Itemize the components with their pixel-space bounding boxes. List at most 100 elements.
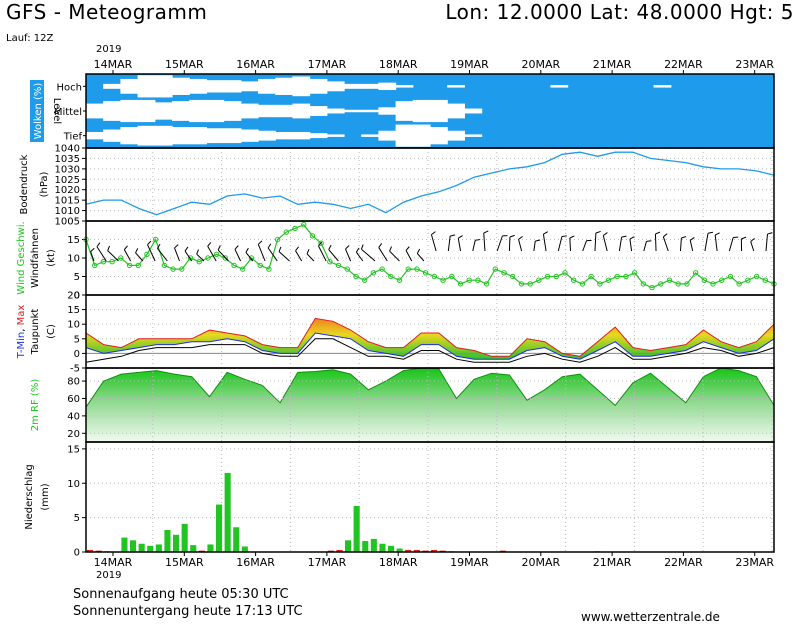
wind-point	[335, 262, 342, 269]
wind-barb	[317, 245, 327, 262]
cloud-cell	[120, 78, 139, 94]
wind-barb	[416, 253, 425, 262]
wind-barb	[569, 237, 572, 252]
wind-barb-flag	[603, 232, 608, 236]
wind-barb-flag	[135, 248, 139, 254]
wind-point	[396, 277, 403, 283]
wind-point	[309, 233, 316, 239]
wind-point	[414, 266, 420, 272]
wind-barb-flag	[207, 242, 212, 247]
wind-point	[640, 281, 647, 287]
cloud-cell	[344, 109, 362, 113]
humidity-ylabel: 2m RF (%)	[30, 379, 41, 432]
day-label-bottom: 18MAR	[379, 556, 418, 569]
wind-barb-flag	[378, 243, 383, 248]
wind-barb	[389, 250, 400, 262]
pressure-tick-label: 1025	[55, 175, 80, 186]
wind-point	[144, 251, 150, 258]
cloud-cell	[103, 129, 121, 142]
wind-point	[701, 277, 708, 283]
pressure-line	[85, 151, 775, 216]
year-bottom: 2019	[96, 570, 122, 581]
wind-point	[518, 281, 525, 287]
website-link[interactable]: www.wetterzentrale.de	[581, 610, 720, 624]
cloud-cell	[378, 107, 397, 115]
temperature-band	[86, 318, 774, 360]
wind-point	[544, 273, 551, 280]
day-label-bottom: 22MAR	[664, 556, 703, 569]
wind-barb	[618, 237, 623, 252]
wind-point	[440, 277, 446, 283]
wind-barb	[96, 246, 107, 262]
cloud-cell	[86, 131, 104, 140]
cloud-cell	[447, 103, 465, 119]
wind-barb-flag	[543, 231, 548, 235]
wind-barb	[245, 252, 254, 262]
precipitation-bar	[216, 504, 223, 552]
wind-point	[753, 273, 760, 280]
precipitation-bar	[147, 545, 154, 552]
precipitation-tick-label: 15	[67, 444, 80, 455]
wind-point	[457, 281, 464, 287]
precipitation-bar	[345, 540, 352, 552]
precipitation-bar	[190, 545, 197, 552]
wind-barb	[557, 236, 563, 252]
wind-point	[570, 277, 577, 283]
wind-barb	[582, 240, 587, 252]
day-label-top: 17MAR	[308, 58, 347, 71]
wind-barb	[278, 251, 290, 262]
wind-point	[727, 273, 734, 280]
precipitation-bar	[130, 540, 137, 552]
wind-point	[118, 255, 124, 261]
cloud-cell	[275, 77, 293, 95]
wind-barb-flag	[157, 243, 161, 249]
panel-frame	[85, 294, 775, 369]
precipitation-tick-label: 5	[74, 513, 80, 524]
cloud-cell	[103, 101, 121, 121]
wind-point	[449, 273, 455, 280]
cloud-cell	[223, 128, 242, 144]
wind-barb-flag	[389, 246, 393, 252]
cloud-cell	[172, 77, 190, 95]
wind-barb	[689, 240, 694, 252]
wind-point	[318, 240, 324, 246]
wind-barb	[457, 238, 462, 252]
day-label-bottom: 14MAR	[94, 556, 133, 569]
wind-barb-flag	[328, 244, 332, 250]
cloud-cell	[189, 127, 207, 145]
cloud-cell	[206, 80, 225, 93]
wind-barb-flag	[714, 232, 720, 236]
wind-point	[692, 270, 699, 276]
wind-barb	[361, 248, 376, 262]
wind-barb	[184, 250, 193, 262]
wind-point	[301, 222, 307, 228]
cloud-cell	[653, 85, 672, 88]
wind-barb-flag	[318, 241, 323, 247]
wind-barb	[355, 251, 364, 262]
wind-barb-flag	[750, 237, 755, 242]
precipitation-bar	[181, 523, 188, 552]
wind-barb-flag	[355, 247, 360, 253]
temperature-unit: (C)	[46, 324, 57, 339]
wind-barb	[765, 234, 768, 252]
wind-point	[388, 273, 394, 280]
cloud-cell	[258, 130, 276, 141]
wind-point	[257, 262, 263, 269]
tmin-line	[85, 332, 775, 360]
wind-barb-flag	[107, 245, 111, 251]
wind-barb-flag	[629, 236, 635, 240]
wind-point	[405, 266, 411, 272]
wind-unit: (kt)	[46, 249, 57, 267]
cloud-cell	[395, 124, 414, 147]
wind-tick-label: 15	[67, 235, 80, 246]
humidity-tick-label: 40	[67, 411, 80, 422]
wind-barb	[629, 239, 633, 252]
wind-point	[152, 236, 159, 243]
wind-barb	[345, 248, 352, 262]
cloud-cell	[206, 99, 225, 123]
wind-barb	[602, 235, 608, 252]
temperature-tick-label: 10	[67, 320, 80, 331]
cloud-cell	[430, 99, 448, 123]
wind-tick-label: 10	[67, 254, 80, 265]
wind-barb-flag	[90, 247, 95, 252]
